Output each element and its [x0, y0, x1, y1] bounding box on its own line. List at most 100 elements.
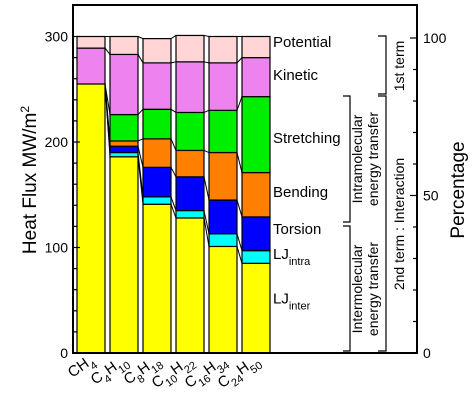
- bars-layer: [76, 34, 271, 354]
- intermolecular-bracket: [343, 225, 351, 352]
- connector-line-kinetic: [236, 57, 243, 64]
- y-tick-label: 300: [45, 29, 69, 45]
- connector-line-bending: [104, 83, 111, 141]
- bar-segment-potential: [241, 35, 271, 59]
- bar-segment-bending: [175, 149, 205, 178]
- second-term-bracket: [378, 95, 387, 352]
- bar-segment-bending: [109, 140, 139, 147]
- connector-line-lj_intra: [236, 233, 243, 251]
- connector-line-torsion: [236, 199, 243, 218]
- connector-line-torsion: [137, 146, 144, 168]
- bar-segment-potential: [109, 35, 139, 56]
- connector-line-stretching: [170, 108, 177, 113]
- bar-segment-kinetic: [208, 62, 238, 111]
- bar-segment-kinetic: [175, 61, 205, 114]
- connector-line-potential: [137, 36, 144, 40]
- connector-line-stretching: [137, 108, 144, 115]
- connector-line-lj_inter: [170, 204, 177, 219]
- right-axis-ticks: 0 50 100: [410, 30, 447, 361]
- series-label-lj_intra: LJintra: [273, 246, 311, 268]
- connector-line-stretching: [203, 109, 210, 113]
- bar-segment-potential: [142, 38, 172, 64]
- intermolecular-label-line1: Intermolecular: [349, 244, 365, 333]
- y2-tick-label: 50: [423, 188, 439, 204]
- bar-segment-torsion: [175, 176, 205, 212]
- y2-tick-label: 0: [423, 345, 431, 361]
- connector-line-potential: [170, 35, 177, 40]
- bar-segment-lj_inter: [241, 262, 271, 354]
- bar-segment-stretching: [241, 96, 271, 174]
- bar-segment-lj_inter: [109, 156, 139, 354]
- connector-line-lj_intra: [170, 196, 177, 211]
- bar-segment-bending: [241, 171, 271, 218]
- bar-segment-torsion: [109, 145, 139, 154]
- bar-segment-kinetic: [142, 62, 172, 110]
- connector-line-potential: [203, 34, 210, 37]
- connector-line-lj_intra: [203, 210, 210, 234]
- connector-line-lj_inter: [203, 217, 210, 247]
- bar-segment-lj_intra: [109, 151, 139, 158]
- bar-segment-lj_inter: [208, 245, 238, 354]
- connector-line-bending: [236, 152, 243, 173]
- plot-frame: [72, 4, 418, 354]
- bar-segment-lj_intra: [241, 250, 271, 264]
- bar-segment-lj_inter: [142, 203, 172, 354]
- connector-line-kinetic: [170, 61, 177, 64]
- series-label-bending: Bending: [273, 184, 328, 201]
- series-label-stretching: Stretching: [273, 130, 341, 147]
- y-tick-label: 200: [45, 134, 69, 150]
- second-term-label: 2nd term : Interaction: [391, 158, 407, 290]
- bar-segment-torsion: [241, 216, 271, 252]
- bar-segment-stretching: [109, 113, 139, 142]
- connector-line-bending: [203, 149, 210, 154]
- y-axis-title: Heat Flux MW/m2: [18, 106, 41, 254]
- bar-segment-stretching: [142, 108, 172, 140]
- left-axis-ticks: 0 100 200 300: [45, 29, 80, 361]
- connector-line-lj_inter: [236, 246, 243, 264]
- first-term-bracket: [378, 35, 387, 95]
- y2-axis-title: Percentage: [448, 141, 469, 238]
- bar-segment-lj_intra: [142, 196, 172, 205]
- brackets-layer: 1st term 2nd term : Interaction Intramol…: [343, 35, 407, 352]
- connector-line-kinetic: [203, 61, 210, 64]
- bar-segment-potential: [175, 34, 205, 63]
- category-label: C24H50: [215, 351, 265, 396]
- connector-line-kinetic: [137, 54, 144, 64]
- y-tick-label: 100: [45, 240, 69, 256]
- connector-line-lj_inter: [137, 156, 144, 205]
- bar-segment-potential: [208, 35, 238, 64]
- bar-segment-lj_intra: [208, 233, 238, 248]
- series-label-kinetic: Kinetic: [273, 67, 319, 84]
- bar-segment-bending: [208, 151, 238, 201]
- bar-segment-lj_inter: [175, 217, 205, 354]
- connector-line-stretching: [104, 83, 111, 115]
- connector-line-stretching: [236, 96, 243, 111]
- series-label-torsion: Torsion: [273, 221, 321, 238]
- connector-line-lj_intra: [137, 152, 144, 197]
- bar-segment-bending: [142, 138, 172, 168]
- intramolecular-label-line1: Intramolecular: [349, 114, 365, 203]
- bar-segment-torsion: [142, 166, 172, 198]
- y2-tick-label: 100: [423, 30, 447, 46]
- series-labels-layer: Potential Kinetic Stretching Bending Torsion…: [273, 34, 341, 312]
- bar-segment-potential: [76, 35, 106, 49]
- intermolecular-label-line2: energy transfer: [365, 242, 381, 336]
- bar-segment-lj_inter: [76, 83, 106, 354]
- first-term-label: 1st term: [391, 41, 407, 92]
- bar-segment-stretching: [208, 109, 238, 154]
- bar-segment-kinetic: [76, 47, 106, 85]
- bar-segment-kinetic: [241, 56, 271, 98]
- connector-line-bending: [137, 138, 144, 142]
- series-label-lj_inter: LJinter: [273, 290, 311, 312]
- bar-segment-stretching: [175, 111, 205, 152]
- connector-line-torsion: [170, 167, 177, 178]
- intramolecular-bracket: [343, 95, 351, 223]
- intramolecular-label-line2: energy transfer: [365, 112, 381, 206]
- connector-line-bending: [170, 138, 177, 151]
- bar-segment-lj_intra: [175, 209, 205, 219]
- y-tick-label: 0: [60, 345, 68, 361]
- connector-line-kinetic: [104, 47, 111, 55]
- connector-lines-layer: [104, 34, 243, 264]
